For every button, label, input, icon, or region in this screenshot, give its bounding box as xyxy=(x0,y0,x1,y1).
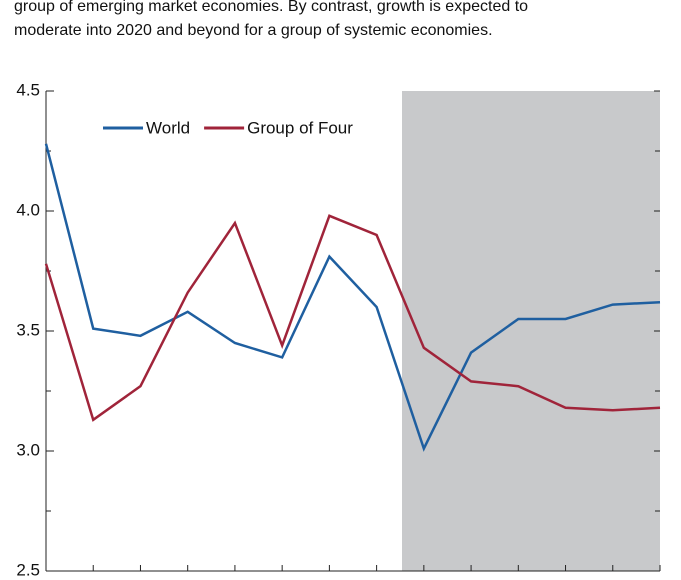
legend-label: World xyxy=(146,118,190,137)
caption-line: group of emerging market economies. By c… xyxy=(14,0,528,15)
series-line xyxy=(44,143,661,452)
caption-line: moderate into 2020 and beyond for a grou… xyxy=(14,22,493,39)
legend-label: Group of Four xyxy=(247,118,353,137)
y-tick-label: 3.5 xyxy=(16,320,40,339)
series-line xyxy=(44,214,661,422)
y-tick-label: 3.0 xyxy=(16,440,40,459)
y-tick-label: 4.0 xyxy=(16,200,40,219)
projection-shade xyxy=(402,91,660,571)
y-tick-label: 2.5 xyxy=(16,560,40,579)
y-tick-label: 4.5 xyxy=(16,80,40,99)
